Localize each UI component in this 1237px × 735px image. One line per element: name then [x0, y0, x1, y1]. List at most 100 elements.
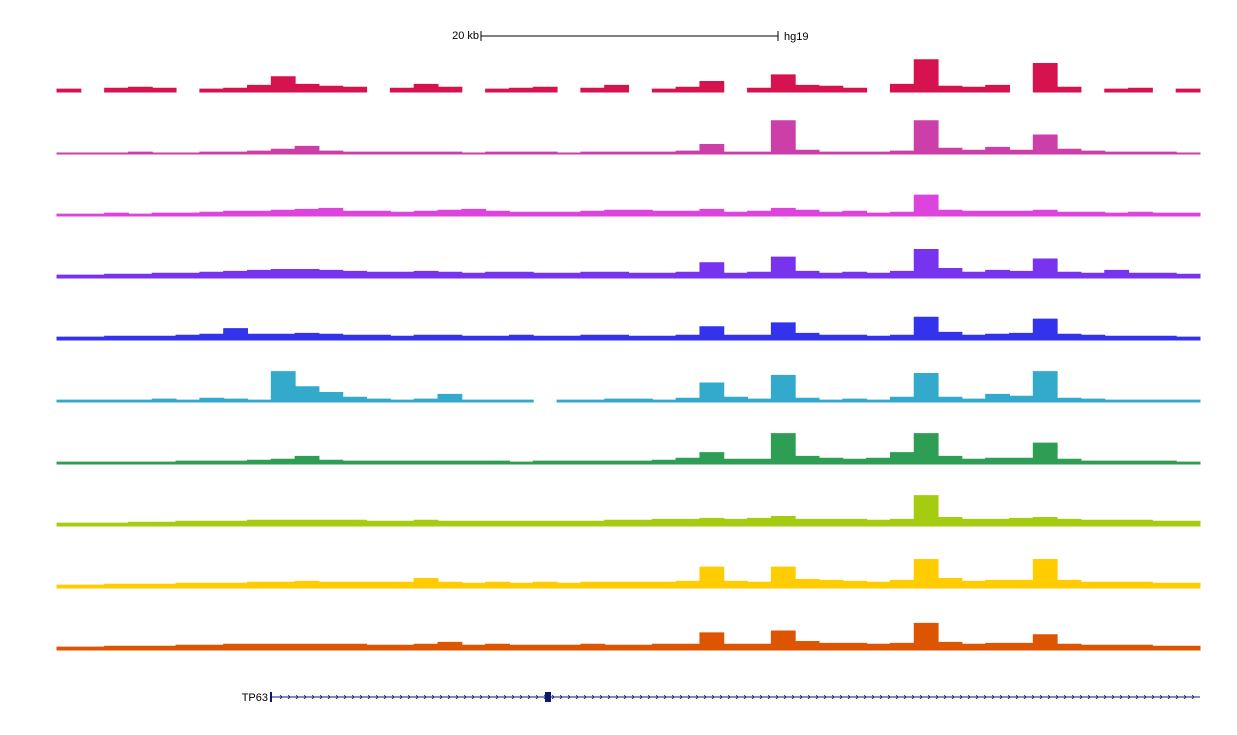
strand-arrow — [519, 694, 523, 700]
strand-arrow — [855, 694, 859, 700]
strand-arrow — [599, 694, 603, 700]
strand-arrow — [319, 694, 323, 700]
strand-arrow — [383, 694, 387, 700]
strand-arrow — [391, 694, 395, 700]
strand-arrow — [703, 694, 707, 700]
strand-arrow — [335, 694, 339, 700]
strand-arrow — [807, 694, 811, 700]
strand-arrow — [503, 694, 507, 700]
gene-label: TP63 — [242, 692, 268, 704]
strand-arrow — [663, 694, 667, 700]
strand-arrow — [287, 694, 291, 700]
signal-area — [56, 194, 1201, 217]
strand-arrow — [687, 694, 691, 700]
strand-arrow — [751, 694, 755, 700]
strand-arrow — [791, 694, 795, 700]
strand-arrow — [647, 694, 651, 700]
strand-arrow — [399, 694, 403, 700]
strand-arrow — [903, 694, 907, 700]
strand-arrow — [775, 694, 779, 700]
signal-area — [56, 495, 1201, 527]
strand-arrow — [927, 694, 931, 700]
strand-arrow — [943, 694, 947, 700]
strand-arrow — [671, 694, 675, 700]
strand-arrow — [327, 694, 331, 700]
strand-arrow — [823, 694, 827, 700]
strand-arrow — [911, 694, 915, 700]
signal-area — [56, 622, 1201, 651]
strand-arrow — [1143, 694, 1147, 700]
strand-arrow — [847, 694, 851, 700]
strand-arrow — [1175, 694, 1179, 700]
strand-arrow — [359, 694, 363, 700]
strand-arrow — [1103, 694, 1107, 700]
strand-arrow — [1079, 694, 1083, 700]
strand-arrow — [311, 694, 315, 700]
strand-arrow — [1111, 694, 1115, 700]
strand-arrow — [415, 694, 419, 700]
strand-arrow — [871, 694, 875, 700]
strand-arrow — [375, 694, 379, 700]
strand-arrow — [719, 694, 723, 700]
assembly-label: hg19 — [784, 31, 808, 43]
strand-arrow — [1183, 694, 1187, 700]
strand-arrow — [967, 694, 971, 700]
signal-area — [56, 559, 1201, 589]
strand-arrow — [759, 694, 763, 700]
strand-arrow — [983, 694, 987, 700]
strand-arrow — [655, 694, 659, 700]
strand-arrow — [607, 694, 611, 700]
strand-arrow — [575, 694, 579, 700]
strand-arrow — [1087, 694, 1091, 700]
strand-arrow — [535, 694, 539, 700]
strand-arrow — [303, 694, 307, 700]
strand-arrow — [1055, 694, 1059, 700]
strand-arrow — [831, 694, 835, 700]
strand-arrow — [423, 694, 427, 700]
gene-track: TP63 — [242, 692, 1200, 704]
strand-arrow — [1007, 694, 1011, 700]
strand-arrow — [1015, 694, 1019, 700]
strand-arrow — [279, 694, 283, 700]
strand-arrow — [1031, 694, 1035, 700]
strand-arrow — [695, 694, 699, 700]
strand-arrow — [431, 694, 435, 700]
strand-arrow — [1191, 694, 1195, 700]
strand-arrow — [367, 694, 371, 700]
strand-arrow — [1167, 694, 1171, 700]
strand-arrow — [295, 694, 299, 700]
strand-arrow — [1047, 694, 1051, 700]
strand-arrow — [487, 694, 491, 700]
strand-arrow — [879, 694, 883, 700]
strand-arrow — [1095, 694, 1099, 700]
signal-area — [56, 249, 1201, 279]
strand-arrow — [679, 694, 683, 700]
strand-arrow — [935, 694, 939, 700]
strand-arrow — [343, 694, 347, 700]
signal-area — [56, 371, 1201, 403]
strand-arrow — [527, 694, 531, 700]
strand-arrow — [1135, 694, 1139, 700]
strand-arrow — [615, 694, 619, 700]
strand-arrow — [455, 694, 459, 700]
strand-arrow — [711, 694, 715, 700]
strand-arrow — [1063, 694, 1067, 700]
strand-arrow — [735, 694, 739, 700]
strand-arrow — [951, 694, 955, 700]
strand-arrow — [479, 694, 483, 700]
strand-arrow — [351, 694, 355, 700]
strand-arrow — [583, 694, 587, 700]
signal-tracks — [56, 59, 1201, 651]
strand-arrow — [471, 694, 475, 700]
strand-arrow — [959, 694, 963, 700]
strand-arrow — [407, 694, 411, 700]
strand-arrow — [895, 694, 899, 700]
strand-arrow — [463, 694, 467, 700]
strand-arrow — [551, 694, 555, 700]
signal-area — [56, 316, 1201, 341]
signal-area — [56, 120, 1201, 155]
strand-arrow — [799, 694, 803, 700]
strand-arrow — [559, 694, 563, 700]
exon — [545, 692, 551, 702]
